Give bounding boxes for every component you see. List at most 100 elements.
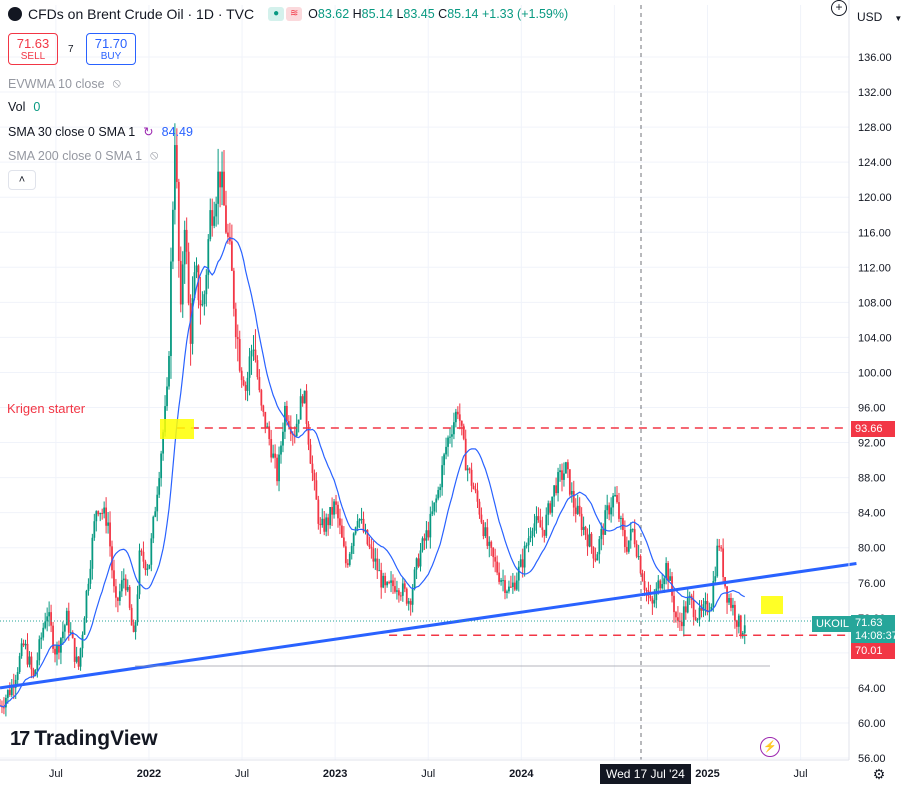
data-delay-icon: ≋: [286, 7, 303, 21]
collapse-legend-button[interactable]: ˄: [8, 170, 36, 190]
candle-body: [38, 639, 41, 661]
lightning-icon[interactable]: ⚡: [760, 737, 780, 757]
candle-body: [643, 581, 646, 590]
candle-body: [686, 597, 689, 613]
indicator-sma30[interactable]: SMA 30 close 0 SMA 1 ↻ 84.49: [8, 124, 193, 140]
candle-body: [600, 528, 603, 540]
candle-body: [545, 514, 548, 536]
symbol-legend[interactable]: CFDs on Brent Crude Oil · 1D · TVC ● ≋ O…: [8, 6, 568, 22]
candle-body: [189, 303, 192, 344]
candle-body: [405, 588, 408, 604]
candle-body: [380, 570, 383, 588]
candle-body: [517, 566, 520, 581]
candle-body: [486, 527, 489, 546]
status-badges: ● ≋: [268, 7, 303, 21]
candle-body: [16, 671, 19, 680]
candle-body: [217, 171, 220, 204]
candle-body: [407, 601, 410, 604]
candle-body: [570, 491, 573, 495]
candle-body: [653, 600, 656, 604]
candle-body: [397, 590, 400, 596]
candle-body: [140, 550, 143, 552]
candle-body: [437, 490, 440, 499]
candle-body: [236, 337, 239, 340]
candle-body: [248, 356, 251, 378]
candle-body: [421, 538, 424, 551]
candle-body: [680, 621, 683, 627]
candle-body: [454, 411, 457, 423]
candle-body: [142, 551, 145, 562]
candle-body: [87, 583, 90, 591]
candle-body: [56, 644, 58, 655]
candle-body: [111, 546, 113, 571]
candle-body: [478, 501, 481, 515]
candle-body: [513, 582, 516, 590]
candle-body: [22, 643, 25, 646]
buy-button[interactable]: 71.70 BUY: [86, 33, 136, 65]
tradingview-mark-icon: 17: [10, 727, 30, 750]
eye-hidden-icon[interactable]: ⦸: [112, 76, 121, 90]
symbol-title: CFDs on Brent Crude Oil · 1D · TVC: [28, 6, 255, 22]
indicator-sma200[interactable]: SMA 200 close 0 SMA 1 ⦸: [8, 148, 159, 163]
candle-body: [527, 538, 530, 546]
candle-body: [490, 541, 493, 548]
candle-body: [20, 643, 23, 657]
candle-body: [641, 573, 644, 582]
candle-body: [191, 298, 194, 344]
candle-body: [625, 546, 628, 552]
candle-body: [378, 570, 381, 572]
candle-body: [704, 600, 707, 605]
candle-body: [335, 501, 337, 505]
candle-body: [458, 414, 461, 421]
candle-body: [225, 205, 227, 233]
candle-body: [549, 503, 552, 513]
candle-body: [710, 606, 713, 611]
candle-body: [219, 171, 221, 188]
candle-body: [743, 625, 746, 634]
candle-body: [285, 405, 288, 422]
candle-body: [698, 607, 701, 620]
price-tick-label: 56.00: [858, 753, 886, 765]
indicator-vol[interactable]: Vol 0: [8, 100, 41, 114]
candle-body: [508, 586, 510, 592]
candle-body: [651, 598, 654, 604]
candle-body: [146, 568, 149, 570]
candle-body: [46, 616, 49, 622]
candle-body: [622, 518, 624, 531]
candle-body: [67, 610, 70, 633]
candle-body: [175, 145, 178, 182]
candle-body: [152, 516, 155, 539]
candle-body: [594, 558, 597, 561]
settings-gear-icon[interactable]: ⚙: [872, 766, 886, 782]
candle-body: [614, 495, 616, 497]
sell-button[interactable]: 71.63 SELL: [8, 33, 58, 65]
ohlc-values: O83.62 H85.14 L83.45 C85.14 +1.33 (+1.59…: [308, 7, 569, 21]
candle-body: [722, 548, 725, 578]
candle-body: [529, 535, 532, 539]
candle-body: [557, 472, 559, 494]
indicator-evwma[interactable]: EVWMA 10 close ⦸: [8, 76, 121, 91]
candle-body: [358, 519, 361, 521]
candle-body: [417, 558, 420, 567]
candle-body: [313, 473, 316, 481]
price-tick-label: 92.00: [858, 438, 886, 450]
candle-body: [714, 576, 717, 582]
candle-body: [515, 580, 518, 590]
candle-body: [627, 540, 630, 552]
candle-body: [75, 656, 78, 662]
candle-body: [496, 561, 499, 573]
candle-body: [655, 588, 658, 601]
candle-body: [649, 596, 652, 599]
candle-body: [411, 588, 414, 605]
chevron-up-icon: ˄: [18, 174, 26, 186]
candle-body: [34, 670, 37, 676]
add-plus-icon[interactable]: +: [831, 0, 847, 16]
loading-icon: ↻: [143, 125, 154, 139]
eye-hidden-icon[interactable]: ⦸: [150, 148, 159, 162]
candle-body: [618, 502, 620, 519]
currency-select[interactable]: USD ▼: [857, 10, 901, 24]
candle-body: [264, 411, 267, 428]
candle-body: [576, 505, 579, 514]
candle-body: [372, 548, 375, 562]
